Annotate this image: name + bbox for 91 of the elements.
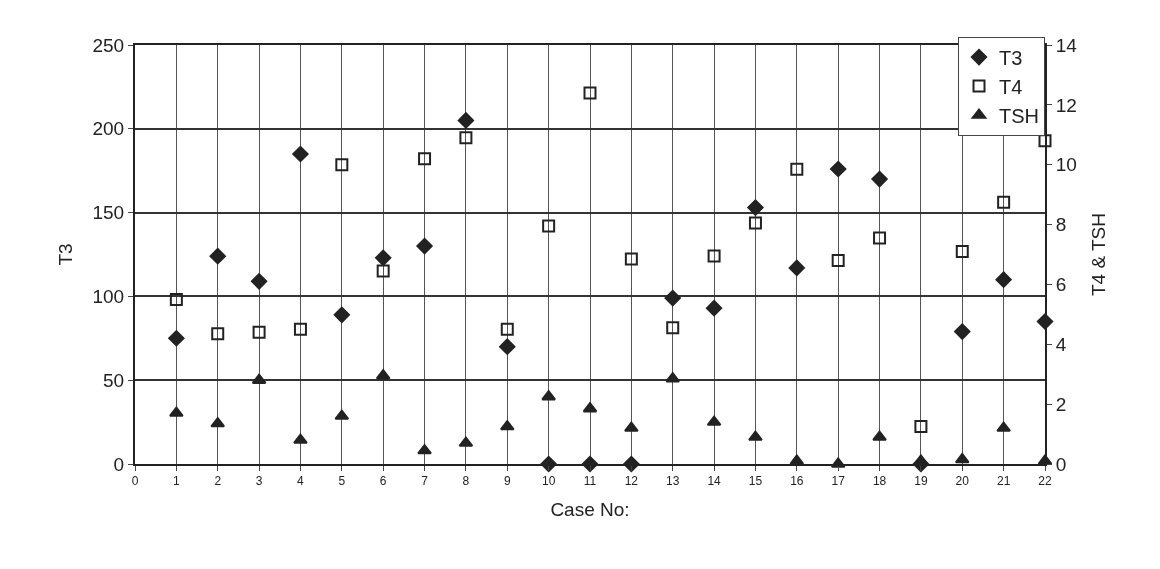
y2-tick-label: 14: [1055, 34, 1078, 56]
point: [624, 421, 639, 432]
point: [459, 131, 473, 145]
y-tick-label: 250: [92, 34, 125, 56]
point: [831, 253, 845, 267]
point: [541, 390, 556, 401]
legend-label: T4: [999, 75, 1023, 98]
point: [292, 145, 309, 163]
y2-tick-label: 0: [1055, 453, 1067, 475]
x-tick-label: 8: [462, 474, 470, 489]
point: [293, 322, 307, 336]
legend-label: T3: [999, 46, 1023, 69]
y2-tick-label: 4: [1055, 333, 1067, 355]
x-axis-title: Case No:: [550, 498, 630, 520]
x-tick-label: 15: [748, 474, 763, 489]
y-tick-label: 150: [92, 202, 125, 224]
y2-tick-label: 10: [1055, 154, 1077, 176]
x-tick-label: 17: [831, 474, 846, 489]
point: [499, 338, 516, 355]
point: [748, 216, 762, 230]
y2-tick-label: 2: [1055, 393, 1067, 415]
point: [790, 162, 804, 176]
y-tick-label: 0: [113, 453, 125, 475]
point: [871, 170, 888, 188]
point: [914, 420, 928, 434]
y2-axis-title: T4 & TSH: [1087, 212, 1109, 297]
x-tick-label: 7: [421, 474, 429, 489]
x-tick-label: 12: [624, 474, 639, 489]
x-tick-label: 20: [955, 474, 970, 489]
x-tick-label: 0: [131, 474, 139, 489]
point: [664, 289, 681, 307]
x-tick-label: 21: [996, 474, 1011, 489]
point: [1036, 313, 1054, 330]
point: [542, 219, 556, 233]
point: [955, 245, 969, 259]
point: [169, 406, 184, 417]
point: [707, 249, 721, 263]
point: [873, 231, 887, 245]
x-tick-label: 14: [707, 474, 722, 489]
point: [996, 421, 1011, 432]
point: [293, 433, 308, 444]
point: [747, 199, 764, 216]
y-tick-label: 200: [92, 118, 125, 140]
y2-tick-label: 6: [1055, 274, 1067, 296]
x-tick-label: 4: [297, 474, 305, 489]
x-tick-label: 2: [214, 474, 222, 489]
point: [376, 264, 390, 278]
point: [954, 323, 971, 340]
y-axis-title: T3: [54, 243, 76, 266]
point: [748, 430, 763, 441]
point: [995, 271, 1012, 288]
y2-tick-label: 8: [1055, 214, 1067, 236]
x-tick-label: 11: [583, 474, 597, 489]
point: [209, 248, 226, 265]
point: [997, 195, 1011, 209]
x-tick-label: 1: [173, 474, 181, 489]
point: [335, 158, 349, 172]
point: [252, 325, 266, 339]
point: [624, 252, 638, 266]
point: [788, 259, 805, 277]
point: [418, 152, 432, 166]
x-tick-label: 6: [379, 474, 387, 489]
y-tick-label: 50: [103, 369, 125, 391]
point: [169, 292, 183, 306]
x-tick-label: 19: [914, 474, 928, 489]
point: [457, 112, 475, 129]
x-tick-label: 9: [503, 474, 511, 489]
point: [500, 322, 514, 336]
x-tick-label: 5: [338, 474, 346, 489]
point: [583, 86, 597, 100]
point: [417, 444, 432, 455]
x-tick-label: 10: [541, 474, 556, 489]
x-tick-label: 13: [666, 474, 680, 489]
point: [666, 321, 680, 335]
y2-tick-label: 12: [1055, 94, 1077, 116]
point: [333, 306, 350, 323]
point: [830, 160, 847, 178]
y-tick-label: 100: [92, 286, 125, 308]
x-tick-label: 18: [872, 474, 887, 489]
point: [168, 330, 185, 347]
x-tick-label: 16: [790, 474, 804, 489]
point: [250, 273, 268, 290]
x-tick-label: 22: [1038, 474, 1052, 489]
point: [1038, 134, 1052, 148]
point: [416, 237, 433, 255]
point: [872, 430, 887, 441]
point: [705, 299, 723, 317]
legend-label: TSH: [999, 104, 1039, 127]
point: [375, 249, 392, 266]
x-tick-label: 3: [255, 474, 263, 489]
point: [211, 327, 225, 341]
